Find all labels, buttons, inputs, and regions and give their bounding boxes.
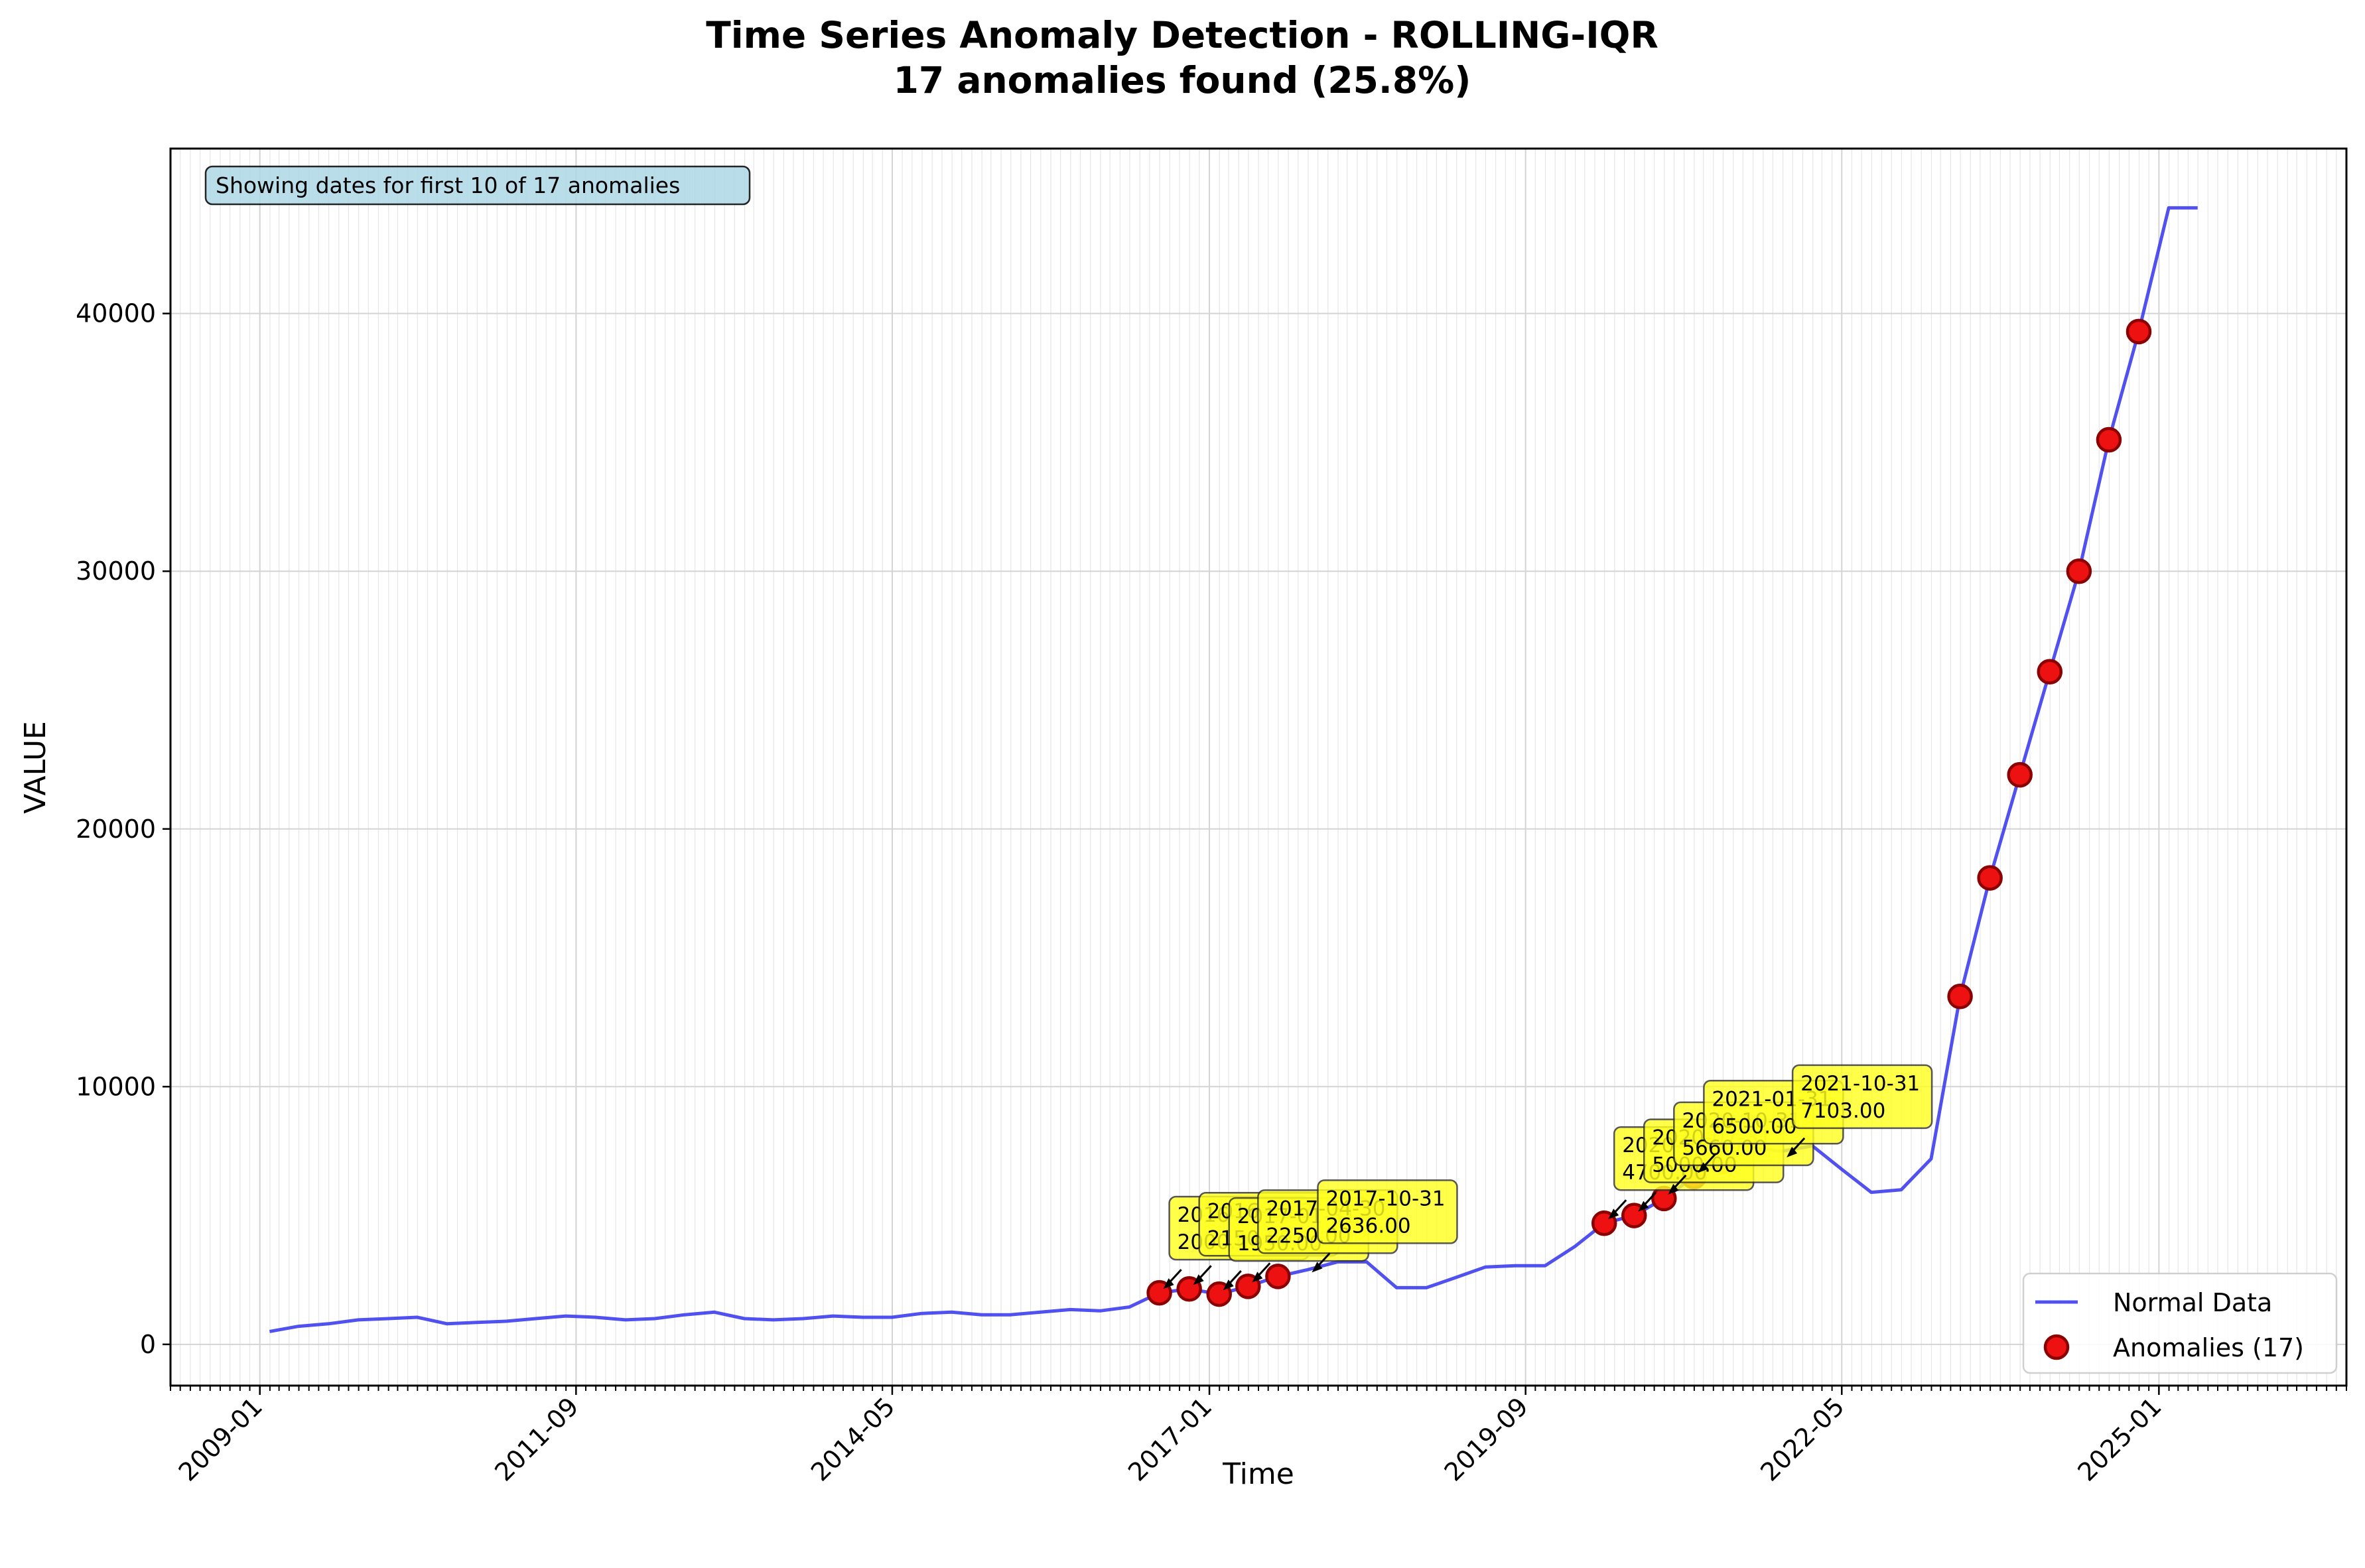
- legend-label-normal: Normal Data: [2113, 1288, 2272, 1317]
- chart-title-line1: Time Series Anomaly Detection - ROLLING-…: [706, 14, 1658, 56]
- annotation-value: 6500.00: [1712, 1114, 1796, 1138]
- annotation-arrowhead: [1698, 1162, 1709, 1173]
- annotation-box: [1791, 1064, 1933, 1130]
- y-axis-ticks: 0 10000 20000 30000 40000: [76, 299, 170, 1359]
- x-tick-label: 2022-05: [1755, 1392, 1850, 1486]
- legend: Normal Data Anomalies (17): [2022, 1272, 2338, 1374]
- info-note-box: [204, 165, 751, 206]
- x-tick-label: 2019-09: [1439, 1392, 1534, 1486]
- x-axis-label: Time: [1222, 1457, 1294, 1491]
- y-axis-label: VALUE: [19, 721, 52, 814]
- annotation-arrowhead: [1312, 1262, 1323, 1273]
- anomaly-point: [1977, 865, 2003, 891]
- x-tick-label: 2014-05: [805, 1392, 900, 1486]
- chart-title-line2: 17 anomalies found (25.8%): [894, 59, 1471, 101]
- annotation-value: 2636.00: [1325, 1214, 1410, 1238]
- anomaly-point: [2126, 318, 2152, 345]
- y-tick-label: 0: [140, 1330, 156, 1359]
- y-tick-label: 20000: [76, 815, 156, 844]
- annotation-date: 2021-10-31: [1800, 1072, 1920, 1096]
- annotation-value: 7103.00: [1800, 1099, 1885, 1123]
- anomaly-point: [2096, 426, 2122, 453]
- legend-box: [2022, 1272, 2338, 1374]
- plot-area: [269, 206, 2198, 1333]
- anomaly-point: [2007, 761, 2033, 788]
- anomaly-point: [2066, 558, 2092, 584]
- annotation-arrowhead: [1223, 1279, 1234, 1291]
- x-tick-label: 2011-09: [489, 1392, 584, 1486]
- legend-label-anomalies: Anomalies (17): [2113, 1333, 2304, 1362]
- legend-marker-anomaly: [2043, 1334, 2070, 1360]
- info-note: Showing dates for first 10 of 17 anomali…: [204, 165, 751, 206]
- x-tick-label: 2025-01: [2072, 1392, 2167, 1486]
- annotation-box: [1317, 1179, 1458, 1244]
- y-tick-label: 40000: [76, 299, 156, 328]
- info-note-text: Showing dates for first 10 of 17 anomali…: [216, 172, 680, 198]
- annotation-arrowhead: [1787, 1146, 1798, 1157]
- annotation-arrowhead: [1252, 1272, 1263, 1283]
- y-tick-label: 30000: [76, 556, 156, 586]
- x-tick-label: 2009-01: [173, 1392, 268, 1486]
- annotation-arrowhead: [1608, 1209, 1619, 1220]
- anomaly-point: [1265, 1264, 1291, 1289]
- y-tick-label: 10000: [76, 1072, 156, 1101]
- annotation-arrowhead: [1638, 1201, 1649, 1212]
- normal-data-line: [269, 206, 2198, 1333]
- annotation-date: 2017-10-31: [1325, 1187, 1445, 1210]
- x-tick-label: 2017-01: [1122, 1392, 1217, 1486]
- annotation-arrowhead: [1163, 1278, 1174, 1289]
- anomaly-point: [2037, 659, 2063, 685]
- plot-frame: [169, 147, 2348, 1387]
- annotation-arrowhead: [1668, 1183, 1679, 1195]
- annotation-arrowhead: [1193, 1274, 1204, 1285]
- anomaly-point: [1947, 984, 1973, 1010]
- annotations: 2016-07-312000.002016-10-312150.002017-0…: [1163, 1064, 1933, 1291]
